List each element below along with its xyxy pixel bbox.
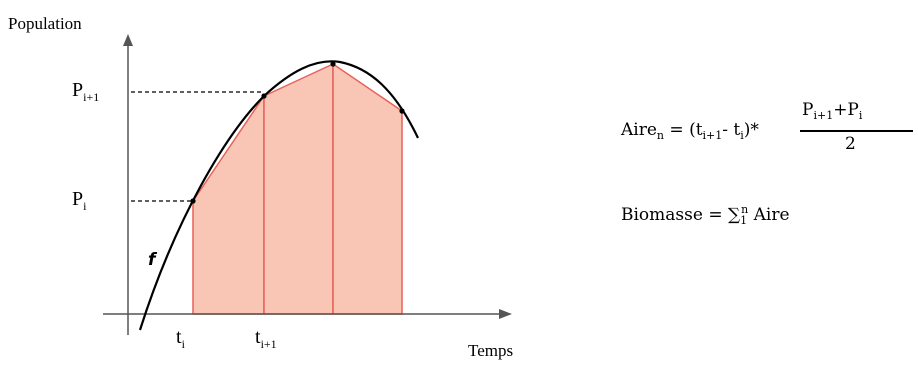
point-apex: [330, 61, 336, 67]
trapezoid-3: [332, 62, 403, 315]
trapezoid-1: [192, 93, 265, 315]
trapezoid-fill-group: [192, 62, 403, 315]
y-axis-arrow: [123, 34, 133, 46]
y-axis-title: Population: [8, 14, 82, 33]
y-label-p-i-plus-1: Pi+1: [72, 79, 100, 104]
formula-biomass: Biomasse = ∑1n Aire: [621, 203, 790, 227]
y-label-p-i: Pi: [72, 188, 87, 213]
x-axis-arrow: [499, 309, 512, 319]
sum-symbol: ∑: [728, 205, 741, 225]
fraction-bar: [800, 130, 913, 132]
curve-f: [138, 60, 419, 331]
point-end: [399, 108, 405, 114]
trapezoid-2: [263, 62, 334, 315]
formula-area-numerator: Pi+1+Pi: [802, 100, 863, 122]
formula-area-lhs: Airen: [621, 120, 664, 142]
x-label-t-i: ti: [176, 326, 185, 351]
formula-area: Airen = (ti+1- ti)*: [621, 120, 759, 142]
point-p-i: [190, 198, 196, 204]
point-p-i-plus-1: [261, 93, 267, 99]
x-label-t-i-plus-1: ti+1: [255, 326, 277, 351]
curve-f-label: f: [148, 250, 156, 270]
formula-area-denominator: 2: [845, 134, 856, 154]
x-axis-title: Temps: [468, 341, 514, 360]
